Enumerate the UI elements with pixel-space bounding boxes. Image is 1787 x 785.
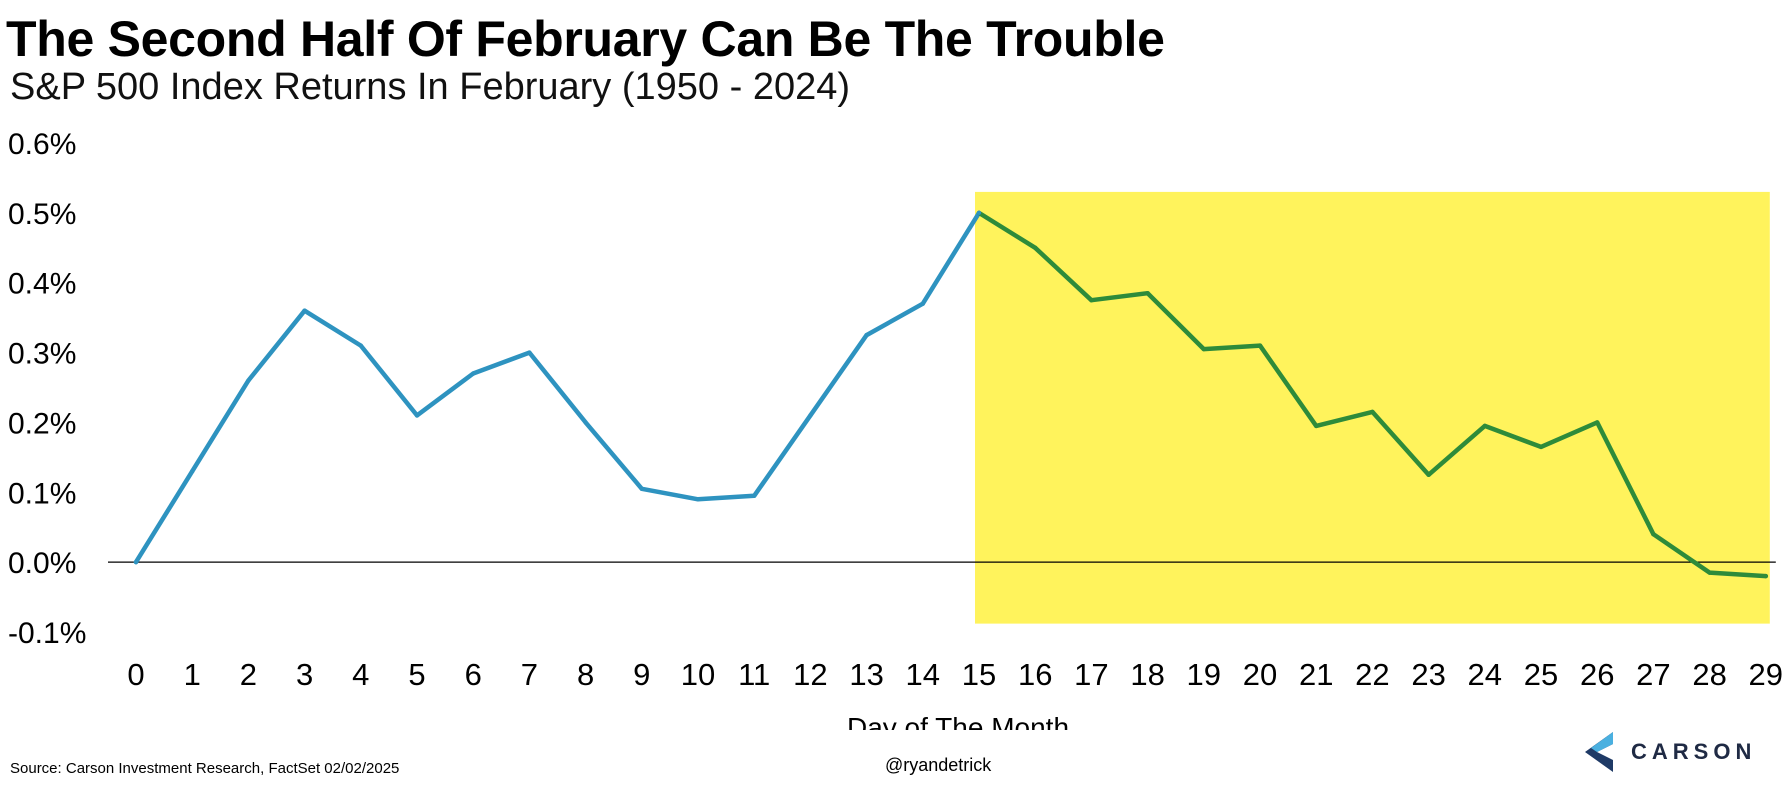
carson-logo: CARSON: [1585, 730, 1756, 774]
x-tick-label: 22: [1355, 657, 1389, 692]
x-tick-label: 13: [849, 657, 883, 692]
x-tick-label: 6: [465, 657, 482, 692]
author-handle: @ryandetrick: [885, 755, 992, 775]
chart-subtitle: S&P 500 Index Returns In February (1950 …: [10, 66, 851, 108]
x-tick-label: 16: [1018, 657, 1052, 692]
x-tick-label: 18: [1130, 657, 1164, 692]
x-tick-label: 9: [633, 657, 650, 692]
data-point: [1651, 532, 1656, 537]
x-tick-label: 17: [1074, 657, 1108, 692]
y-tick-label: 0.5%: [8, 198, 76, 231]
chart-title: The Second Half Of February Can Be The T…: [6, 11, 1165, 67]
data-point: [471, 371, 476, 376]
data-point: [1145, 290, 1150, 296]
x-tick-label: 8: [577, 657, 594, 692]
data-point: [246, 378, 251, 383]
source-note: Source: Carson Investment Research, Fact…: [10, 760, 400, 777]
y-tick-label: 0.6%: [8, 128, 76, 161]
data-point: [1426, 472, 1431, 478]
data-point: [1763, 573, 1769, 579]
x-tick-label: 25: [1524, 657, 1558, 692]
y-tick-label: 0.2%: [8, 407, 76, 440]
x-tick-label: 29: [1749, 657, 1783, 692]
data-point: [1595, 420, 1600, 425]
x-tick-label: 5: [408, 657, 425, 692]
x-tick-label: 3: [296, 657, 313, 692]
x-tick-label: 2: [240, 657, 257, 692]
x-tick-label: 0: [127, 657, 144, 692]
x-tick-label: 14: [906, 657, 940, 692]
data-point: [190, 469, 195, 474]
x-tick-label: 27: [1636, 657, 1670, 692]
data-point: [1538, 444, 1544, 450]
data-point: [1482, 423, 1488, 429]
data-point: [1201, 346, 1207, 352]
data-point: [1314, 423, 1319, 429]
x-tick-label: 19: [1187, 657, 1221, 692]
data-point: [695, 497, 701, 502]
data-point: [864, 332, 869, 338]
x-tick-label: 28: [1692, 657, 1726, 692]
data-point: [1089, 297, 1094, 303]
data-point: [920, 301, 925, 306]
y-tick-label: -0.1%: [8, 617, 86, 650]
data-point: [302, 308, 307, 313]
x-tick-label: 23: [1411, 657, 1445, 692]
x-tick-label: 26: [1580, 657, 1614, 692]
data-point: [752, 493, 757, 498]
second-half-highlight: [975, 191, 1770, 624]
x-tick-label: 24: [1468, 657, 1502, 692]
x-tick-label: 11: [738, 657, 770, 692]
x-tick-label: 21: [1299, 657, 1333, 692]
x-tick-label: 15: [962, 657, 996, 692]
line-chart: 0.6%0.5%0.4%0.3%0.2%0.1%0.0%-0.1%0 1 2 3 4 5 6…: [8, 128, 1783, 730]
data-point: [1370, 409, 1375, 415]
data-point: [583, 420, 588, 425]
data-point: [358, 343, 363, 348]
x-tick-label: 7: [521, 657, 538, 692]
carson-logo-icon: [1585, 732, 1613, 772]
data-point: [639, 486, 644, 491]
data-point: [976, 210, 982, 216]
data-point: [1257, 343, 1263, 348]
data-point: [1033, 245, 1038, 250]
y-tick-label: 0.3%: [8, 338, 76, 371]
data-point: [133, 559, 139, 565]
x-tick-label: 10: [681, 657, 715, 692]
x-tick-label: 12: [793, 657, 827, 692]
data-point: [414, 413, 420, 418]
y-tick-label: 0.1%: [8, 477, 76, 510]
y-tick-label: 0.0%: [8, 547, 76, 580]
carson-logo-text: CARSON: [1631, 739, 1757, 764]
data-point: [527, 350, 532, 355]
x-tick-label: 1: [184, 657, 201, 692]
x-axis-label: Day of The Month: [847, 712, 1069, 730]
series-line-first-half: [133, 210, 982, 565]
x-tick-label: 4: [352, 657, 369, 692]
y-tick-label: 0.4%: [8, 268, 76, 301]
x-tick-label: 20: [1243, 657, 1277, 692]
data-point: [808, 413, 813, 418]
data-point: [1707, 570, 1712, 575]
